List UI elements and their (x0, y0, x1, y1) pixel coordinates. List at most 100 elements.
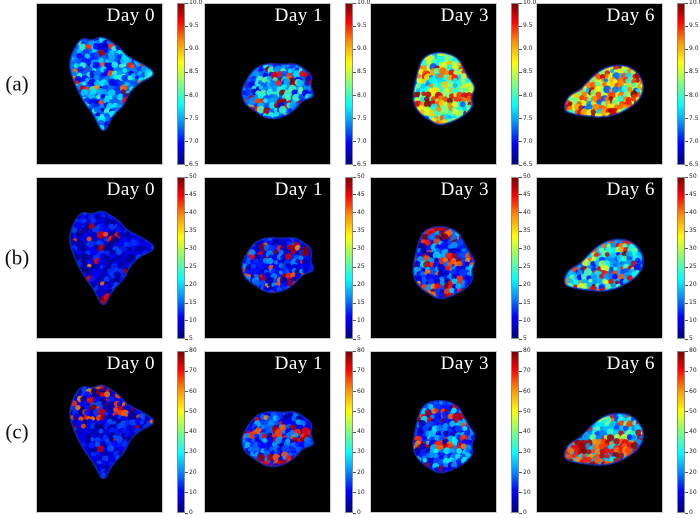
colorbar-tick-label: 70 (357, 367, 365, 375)
colorbar-tick-label: 5 (523, 335, 527, 342)
tick-mark (353, 284, 356, 286)
colorbar-tick: 35 (185, 228, 197, 234)
colorbar-tick: 10 (519, 489, 531, 496)
colorbar-tick: 9.5 (685, 23, 699, 29)
colorbar-tick: 10.0 (519, 0, 536, 6)
tick-mark (519, 141, 522, 143)
colorbar-tick-label: 9.0 (357, 45, 367, 53)
colorbar-tick-label: 40 (689, 208, 697, 216)
tick-mark (685, 230, 688, 232)
heatmap-panel-c-day1: Day 1 (204, 351, 331, 513)
colorbar-a-day0: 10.0 9.5 9.0 8.5 8.0 7.5 7.0 6.5 (177, 0, 204, 168)
colorbar-tick: 50 (353, 408, 365, 415)
colorbar-tick-label: 45 (357, 190, 365, 198)
panel-cell-c-day3: Day 3 80 70 60 50 40 30 20 10 0 (370, 348, 538, 516)
figure-row-b: (b) Day 0 50 45 40 35 30 25 20 15 10 5 Day 1 50 45… (0, 174, 700, 342)
heatmap-image-c-day0 (37, 352, 162, 512)
colorbar-tick-label: 20 (189, 281, 197, 288)
colorbar-tick-label: 9.0 (689, 45, 699, 53)
tick-mark (685, 320, 688, 322)
colorbar-c-day3: 80 70 60 50 40 30 20 10 0 (511, 348, 538, 516)
tick-mark (185, 95, 188, 97)
colorbar-tick: 8.5 (185, 69, 199, 75)
colorbar-tick: 6.5 (185, 162, 199, 168)
heatmap-panel-c-day3: Day 3 (370, 351, 497, 513)
tick-mark (185, 118, 188, 120)
tick-mark (519, 472, 522, 473)
colorbar-tick: 70 (685, 368, 697, 374)
colorbar-tick-label: 9.0 (523, 45, 533, 53)
tick-mark (685, 71, 688, 73)
tick-mark (519, 230, 522, 232)
tick-mark (685, 451, 688, 453)
colorbar-tick: 30 (185, 245, 197, 252)
colorbar-tick-label: 7.0 (689, 137, 699, 145)
colorbar-tick-label: 20 (357, 468, 365, 476)
tick-mark (685, 2, 688, 4)
tick-mark (519, 350, 522, 352)
tick-mark (353, 164, 356, 166)
colorbar-tick: 8.0 (353, 92, 367, 99)
colorbar-gradient (345, 3, 353, 165)
colorbar-tick-label: 10 (357, 316, 365, 324)
tick-mark (353, 451, 356, 453)
tick-mark (353, 411, 356, 413)
heatmap-panel-a-day6: Day 6 (536, 3, 663, 165)
tick-mark (353, 370, 356, 372)
colorbar-ticks: 50 45 40 35 30 25 20 15 10 5 (519, 174, 538, 342)
tick-mark (353, 302, 356, 304)
colorbar-tick: 50 (185, 174, 197, 180)
tick-mark (519, 25, 522, 27)
colorbar-tick-label: 9.0 (189, 45, 199, 53)
tick-mark (353, 141, 356, 143)
colorbar-tick: 7.5 (353, 115, 367, 122)
colorbar-tick: 50 (685, 174, 697, 180)
colorbar-b-day3: 50 45 40 35 30 25 20 15 10 5 (511, 174, 538, 342)
colorbar-tick-label: 10 (189, 316, 197, 324)
colorbar-tick: 5 (353, 336, 361, 342)
tick-mark (185, 492, 188, 494)
colorbar-tick-label: 5 (689, 335, 693, 342)
colorbar-tick-label: 35 (523, 227, 531, 234)
colorbar-tick-label: 50 (689, 173, 697, 180)
tick-mark (185, 71, 188, 73)
colorbar-tick-label: 7.0 (357, 137, 367, 145)
colorbar-tick: 7.0 (685, 137, 699, 145)
colorbar-tick-label: 40 (357, 208, 365, 216)
colorbar-tick: 6.5 (353, 162, 367, 168)
colorbar-tick-label: 8.5 (357, 68, 367, 76)
colorbar-tick: 8.5 (519, 69, 533, 75)
colorbar-tick: 25 (519, 264, 531, 270)
colorbar-ticks: 50 45 40 35 30 25 20 15 10 5 (353, 174, 372, 342)
tick-mark (353, 266, 356, 268)
colorbar-ticks: 80 70 60 50 40 30 20 10 0 (185, 348, 204, 516)
colorbar-tick-label: 40 (357, 428, 365, 435)
colorbar-tick-label: 60 (523, 387, 531, 395)
colorbar-tick-label: 7.0 (189, 137, 199, 145)
tick-mark (685, 431, 688, 433)
row-label-a: (a) (5, 71, 29, 96)
heatmap-panel-a-day0: Day 0 (36, 3, 163, 165)
tick-mark (353, 212, 356, 214)
colorbar-tick-label: 6.5 (357, 161, 367, 168)
colorbar-tick: 40 (185, 209, 197, 216)
tick-mark (185, 320, 188, 322)
tick-mark (685, 370, 688, 372)
colorbar-tick-label: 60 (189, 387, 197, 395)
colorbar-ticks: 10.0 9.5 9.0 8.5 8.0 7.5 7.0 6.5 (519, 0, 538, 168)
colorbar-a-day1: 10.0 9.5 9.0 8.5 8.0 7.5 7.0 6.5 (345, 0, 372, 168)
heatmap-image-a-day3 (371, 4, 496, 164)
colorbar-gradient (511, 351, 519, 513)
tick-mark (353, 194, 356, 196)
colorbar-tick: 20 (685, 282, 697, 288)
tick-mark (519, 118, 522, 120)
tick-mark (685, 248, 688, 250)
colorbar-tick: 60 (519, 387, 531, 395)
colorbar-tick: 15 (353, 300, 365, 306)
panel-cell-a-day6: Day 6 10.0 9.5 9.0 8.5 8.0 7.5 7.0 6.5 (536, 0, 700, 168)
colorbar-tick-label: 10.0 (523, 0, 537, 6)
tick-mark (353, 248, 356, 250)
heatmap-panel-a-day3: Day 3 (370, 3, 497, 165)
colorbar-tick: 60 (685, 388, 697, 395)
